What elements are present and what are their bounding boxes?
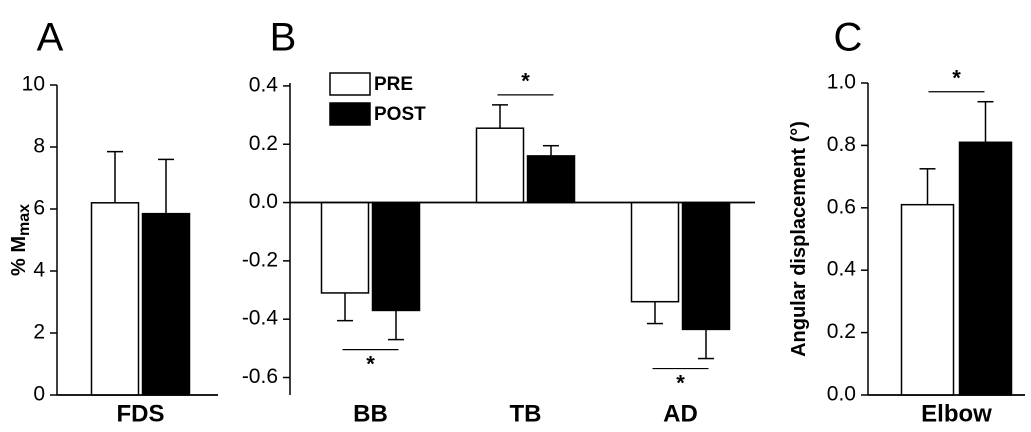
x-tick-label: AD — [663, 400, 698, 427]
y-axis-label-subscript: max — [16, 204, 33, 236]
significance-marker: * — [521, 69, 530, 94]
y-tick-label: 1.0 — [827, 71, 856, 94]
y-tick-label: -0.4 — [242, 307, 279, 330]
y-tick-label: 0 — [33, 383, 45, 406]
error-bar — [337, 292, 353, 322]
y-tick-label: 0.8 — [827, 133, 856, 156]
bar — [475, 127, 525, 204]
y-tick-label: -0.6 — [242, 365, 278, 388]
x-tick-label: TB — [510, 400, 542, 427]
significance-marker: * — [366, 351, 375, 376]
significance-marker: * — [952, 66, 961, 91]
bar — [630, 201, 680, 303]
bar — [371, 201, 421, 312]
error-bar — [543, 144, 559, 156]
x-tick-label: BB — [353, 400, 388, 427]
y-tick-label: 8 — [33, 135, 45, 158]
error-bar — [158, 158, 174, 214]
y-tick-label: 2 — [33, 321, 45, 344]
bar — [320, 201, 370, 294]
panel-title: C — [834, 16, 863, 60]
bar — [90, 202, 140, 396]
significance-marker: * — [676, 370, 685, 395]
error-bar — [919, 168, 936, 205]
legend-swatch — [329, 72, 371, 96]
y-tick-label: 0.2 — [249, 132, 278, 155]
legend-label: POST — [374, 104, 426, 125]
y-tick-label: 0.0 — [249, 190, 278, 213]
bar — [681, 201, 731, 331]
legend-label: PRE — [374, 74, 413, 95]
y-tick-label: 0.4 — [827, 258, 857, 281]
y-axis-label-main: % M — [8, 236, 30, 276]
y-tick-label: 6 — [33, 197, 45, 220]
error-bar — [977, 100, 994, 143]
bar — [900, 203, 955, 396]
y-axis-label: % Mmax — [8, 204, 33, 276]
y-tick-label: 0.4 — [249, 73, 279, 96]
error-bar — [107, 150, 123, 203]
error-bar — [647, 301, 663, 325]
x-tick-label: Elbow — [921, 400, 992, 427]
y-tick-label: 0.6 — [827, 195, 856, 218]
y-tick-label: 0.0 — [827, 383, 856, 406]
error-bar — [388, 310, 404, 341]
y-axis-label-main: Angular displacement (°) — [788, 121, 810, 357]
x-tick-label: FDS — [117, 400, 165, 427]
y-tick-label: 10 — [22, 73, 45, 96]
panel-title: A — [37, 16, 64, 60]
error-bar — [698, 329, 714, 360]
legend-swatch — [329, 102, 371, 126]
y-tick-label: -0.2 — [242, 248, 278, 271]
y-axis-label: Angular displacement (°) — [788, 121, 810, 357]
bar — [141, 212, 191, 396]
y-tick-label: 4 — [33, 259, 45, 282]
bar — [958, 141, 1013, 396]
bar — [526, 155, 576, 204]
y-tick-label: 0.2 — [827, 320, 856, 343]
error-bar — [492, 104, 508, 129]
panel-title: B — [270, 16, 297, 60]
